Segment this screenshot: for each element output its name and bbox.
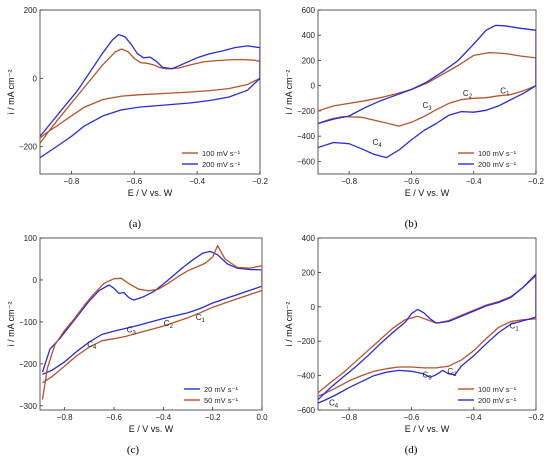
y-tick-label: −400 (297, 372, 316, 381)
peak-annotation: C4 (87, 340, 97, 351)
y-axis-label: i / mA cm⁻² (6, 70, 16, 115)
peak-annotation: C1 (500, 86, 510, 97)
peak-annotation: C3 (422, 370, 432, 381)
peak-annotation: C3 (127, 325, 137, 336)
legend-entry: 50 mV s⁻¹ (204, 396, 238, 405)
panel-0: −0.8 −0.6 −0.4 −0.2 −200 0 200 E / V vs. W i / m… (6, 6, 268, 230)
x-tick-label: −0.6 (404, 177, 420, 186)
x-tick-label: −0.8 (341, 413, 357, 422)
panel-label: (b) (405, 218, 418, 230)
y-axis-label: i / mA cm⁻² (284, 70, 294, 115)
legend-entry: 100 mV s⁻¹ (478, 149, 517, 158)
legend-entry: 20 mV s⁻¹ (204, 385, 238, 394)
legend-entry: 200 mV s⁻¹ (202, 160, 241, 169)
legend-entry: 200 mV s⁻¹ (478, 396, 517, 405)
peak-annotation: C1 (510, 321, 520, 332)
x-tick-label: −0.4 (189, 177, 205, 186)
x-tick-label: −0.8 (57, 413, 73, 422)
panel-label: (d) (405, 444, 418, 456)
y-tick-label: 0 (311, 303, 316, 312)
x-tick-label: −0.4 (155, 413, 171, 422)
x-tick-label: −0.2 (205, 413, 221, 422)
y-tick-label: −600 (297, 406, 316, 415)
y-tick-label: 0 (33, 276, 38, 285)
y-tick-label: 200 (302, 268, 316, 277)
y-tick-label: −200 (297, 337, 316, 346)
panel-3: −0.8 −0.6 −0.4 −0.2 −600 −400 −200 0 200 400 E / V… (284, 234, 544, 456)
plot-frame (39, 237, 263, 411)
series-line-1 (318, 24, 536, 159)
y-tick-label: 0 (311, 82, 316, 91)
y-tick-label: −100 (19, 318, 38, 327)
x-axis-label: E / V vs. W (405, 188, 450, 198)
peak-annotation: C4 (373, 138, 383, 149)
legend-entry: 100 mV s⁻¹ (478, 385, 517, 394)
x-axis-label: E / V vs. W (405, 424, 450, 434)
y-tick-label: −200 (19, 143, 38, 152)
plot-frame (317, 237, 537, 411)
x-tick-label: −0.8 (341, 177, 357, 186)
peak-annotation: C2 (463, 89, 473, 100)
legend-entry: 100 mV s⁻¹ (202, 149, 241, 158)
x-tick-label: −0.8 (64, 177, 80, 186)
series-line-0 (41, 250, 262, 375)
y-tick-label: 200 (302, 56, 316, 65)
x-tick-label: 0.0 (256, 413, 268, 422)
panel-2: −0.8 −0.6 −0.4 −0.2 0.0 −300 −200 −100 0 100 E / V… (6, 234, 268, 456)
x-tick-label: −0.2 (528, 413, 544, 422)
panel-label: (a) (129, 218, 142, 230)
series-line-1 (41, 244, 262, 400)
y-tick-label: −600 (297, 157, 316, 166)
x-tick-label: −0.6 (126, 177, 142, 186)
y-axis-label: i / mA cm⁻² (284, 302, 294, 347)
peak-annotation: C4 (329, 399, 339, 410)
peak-annotation: C2 (447, 367, 457, 378)
series-line-0 (318, 51, 536, 127)
legend-entry: 200 mV s⁻¹ (478, 160, 517, 169)
y-tick-label: 600 (302, 6, 316, 15)
peak-annotation: C3 (422, 101, 432, 112)
y-tick-label: 0 (33, 74, 38, 83)
x-tick-label: −0.6 (404, 413, 420, 422)
x-tick-label: −0.6 (106, 413, 122, 422)
y-tick-label: 200 (24, 6, 38, 15)
y-tick-label: 400 (302, 234, 316, 243)
series-line-0 (318, 275, 536, 397)
x-tick-label: −0.2 (252, 177, 268, 186)
plot-frame (39, 9, 261, 175)
plot-frame (317, 9, 537, 175)
series-line-0 (40, 48, 260, 144)
panel-1: −0.8 −0.6 −0.4 −0.2 −600 −400 −200 0 200 400 600 E … (284, 6, 544, 230)
y-tick-label: −300 (19, 402, 38, 411)
x-tick-label: −0.4 (466, 177, 482, 186)
x-tick-label: −0.2 (528, 177, 544, 186)
y-tick-label: 100 (24, 234, 38, 243)
peak-annotation: C1 (196, 313, 206, 324)
y-tick-label: −200 (19, 360, 38, 369)
series-line-1 (318, 273, 536, 404)
y-tick-label: 400 (302, 31, 316, 40)
y-tick-label: −200 (297, 107, 316, 116)
peak-annotation: C2 (164, 319, 174, 330)
x-axis-label: E / V vs. W (128, 188, 173, 198)
x-axis-label: E / V vs. W (129, 424, 174, 434)
series-line-1 (40, 33, 260, 159)
x-tick-label: −0.4 (466, 413, 482, 422)
panel-label: (c) (127, 444, 140, 456)
y-axis-label: i / mA cm⁻² (6, 302, 16, 347)
y-tick-label: −400 (297, 132, 316, 141)
